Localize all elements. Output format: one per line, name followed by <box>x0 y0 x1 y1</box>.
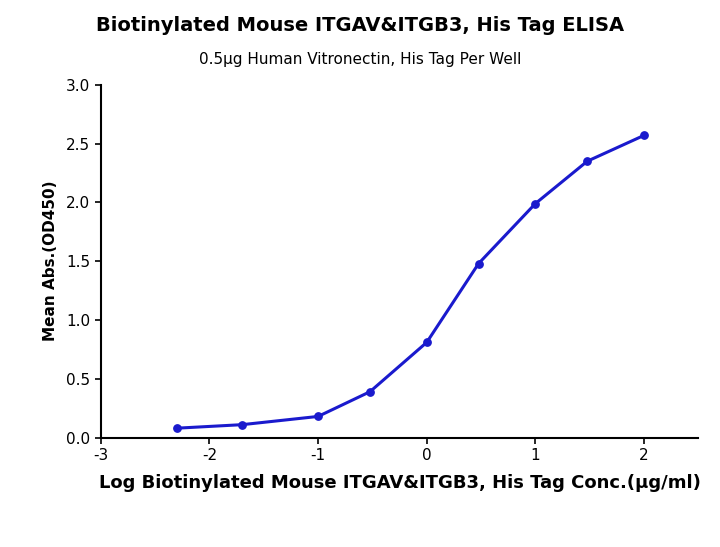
Point <box>312 412 324 421</box>
X-axis label: Log Biotinylated Mouse ITGAV&ITGB3, His Tag Conc.(μg/ml): Log Biotinylated Mouse ITGAV&ITGB3, His … <box>99 474 701 492</box>
Text: Biotinylated Mouse ITGAV&ITGB3, His Tag ELISA: Biotinylated Mouse ITGAV&ITGB3, His Tag … <box>96 16 624 36</box>
Point <box>364 387 376 396</box>
Point <box>582 157 593 166</box>
Point <box>171 424 182 433</box>
Point <box>530 199 541 208</box>
Point <box>421 338 433 347</box>
Y-axis label: Mean Abs.(OD450): Mean Abs.(OD450) <box>42 181 58 341</box>
Point <box>473 259 485 268</box>
Point <box>236 420 248 429</box>
Point <box>639 131 650 139</box>
Text: 0.5μg Human Vitronectin, His Tag Per Well: 0.5μg Human Vitronectin, His Tag Per Wel… <box>199 52 521 67</box>
